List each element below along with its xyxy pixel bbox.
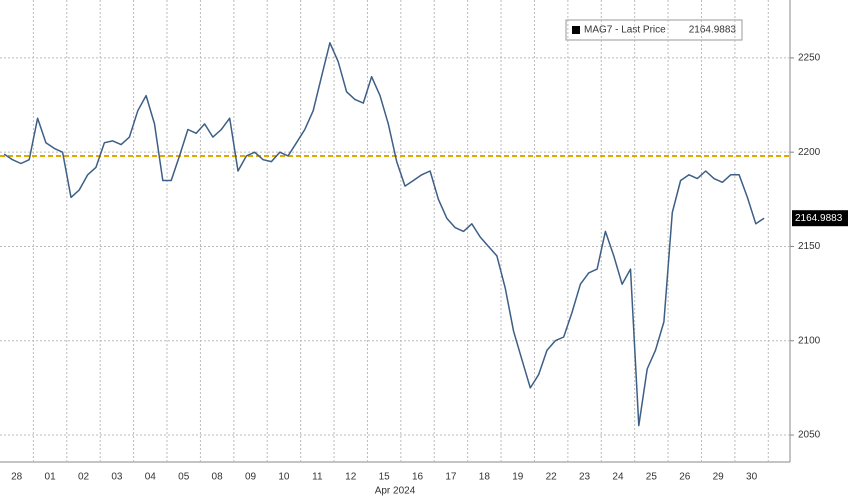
y-tick-label: 2100 [798,335,821,346]
x-tick-label: 01 [45,472,57,483]
y-tick-label: 2200 [798,147,821,158]
x-tick-label: 19 [512,472,524,483]
x-tick-label: 29 [713,472,725,483]
x-tick-label: 23 [579,472,591,483]
price-line [3,42,765,427]
x-tick-label: 05 [178,472,190,483]
last-price-tag [792,210,848,227]
legend-label: MAG7 - Last Price [584,25,666,36]
x-tick-label: 28 [11,472,23,483]
y-tick-label: 2050 [798,430,821,441]
x-tick-label: 18 [479,472,491,483]
x-tick-label: 24 [612,472,624,483]
legend-value: 2164.9883 [689,25,737,36]
x-tick-label: 17 [445,472,457,483]
x-tick-label: 16 [412,472,424,483]
x-tick-label: 30 [746,472,758,483]
legend-swatch [572,26,580,34]
x-tick-label: 02 [78,472,90,483]
last-price-label: 2164.9883 [795,213,843,224]
x-tick-label: 10 [278,472,290,483]
x-tick-label: 11 [312,472,323,483]
x-tick-label: 26 [679,472,691,483]
x-tick-label: 08 [212,472,224,483]
legend-box [565,19,743,41]
x-tick-label: 04 [145,472,157,483]
x-tick-label: 09 [245,472,257,483]
y-tick-label: 2150 [798,241,821,252]
x-axis-label: Apr 2024 [375,486,416,497]
x-tick-label: 03 [111,472,123,483]
x-tick-label: 12 [345,472,357,483]
x-tick-label: 22 [546,472,558,483]
x-tick-label: 15 [379,472,391,483]
y-tick-label: 2250 [798,53,821,64]
x-tick-label: 25 [646,472,658,483]
